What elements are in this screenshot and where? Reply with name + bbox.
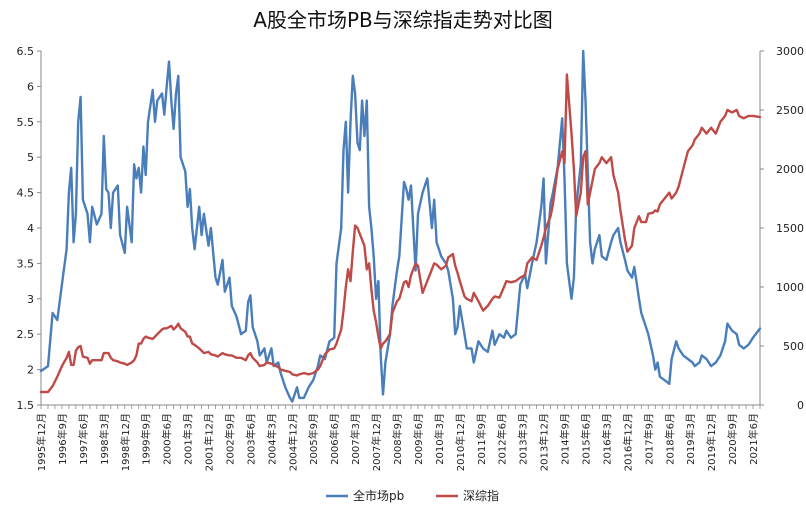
x-tick-label: 2014年9月 [559,413,572,465]
legend: 全市场pb 深综指 [326,488,499,503]
x-tick-label: 2010年3月 [433,413,446,465]
x-tick-label: 2003年6月 [244,413,257,465]
x-tick-label: 2002年9月 [223,413,236,465]
x-tick-label: 1998年12月 [119,413,132,471]
x-tick-label: 2004年3月 [265,413,278,465]
x-tick-label: 2004年12月 [286,413,299,471]
x-tick-label: 1995年12月 [35,413,48,471]
x-tick-label: 2013年3月 [517,413,530,465]
x-tick-label: 2010年12月 [454,413,467,471]
x-tick-label: 2021年6月 [747,413,760,465]
y-right-tick-label: 2500 [776,104,804,117]
x-tick-label: 1997年6月 [77,413,90,465]
x-tick-label: 2017年9月 [642,413,655,465]
series-lines [39,49,762,403]
y-right-tick-label: 2000 [776,163,804,176]
y-left-tick-label: 4.5 [17,187,35,200]
series-line-shenzhen-index [39,73,762,394]
x-tick-label: 2016年3月 [600,413,613,465]
series-line-market-pb [39,49,762,403]
axes: 1.5 2 2.5 3 3.5 4 4.5 5 5.5 6 6.5 0 500 1000 1500 2000 2… [17,45,805,471]
y-right-tick-label: 3000 [776,45,804,58]
y-left-tick-label: 6 [27,80,34,93]
y-right-tick-label: 500 [783,340,804,353]
x-tick-label: 2012年6月 [496,413,509,465]
y-right-tick-label: 0 [797,399,804,412]
x-tick-label: 2019年12月 [705,413,718,471]
y-left-tick-label: 1.5 [17,399,35,412]
x-tick-label: 2005年9月 [307,413,320,465]
y-right-tick-label: 1500 [776,222,804,235]
x-tick-label: 2009年6月 [412,413,425,465]
x-tick-label: 2001年3月 [182,413,195,465]
x-tick-label: 2020年9月 [726,413,739,465]
x-tick-label: 2000年6月 [161,413,174,465]
x-tick-label: 2019年3月 [684,413,697,465]
y-left-tick-label: 3.5 [17,257,35,270]
x-tick-label: 2007年3月 [349,413,362,465]
y-right-tick-label: 1000 [776,281,804,294]
y-left-tick-label: 4 [27,222,34,235]
x-tick-label: 1999年9月 [140,413,153,465]
legend-label: 深综指 [463,488,499,503]
x-tick-label: 2001年12月 [203,413,216,471]
y-left-tick-label: 2.5 [17,328,35,341]
y-left-tick-label: 5.5 [17,116,35,129]
x-tick-label: 1996年9月 [56,413,69,465]
y-left-tick-label: 3 [27,293,34,306]
y-left-tick-label: 6.5 [17,45,35,58]
x-tick-label: 2007年12月 [370,413,383,471]
legend-label: 全市场pb [353,488,404,503]
x-tick-label: 2016年12月 [621,413,634,471]
x-tick-label: 1998年3月 [98,413,111,465]
x-tick-label: 2015年6月 [579,413,592,465]
y-left-tick-label: 5 [27,151,34,164]
y-left-tick-label: 2 [27,364,34,377]
x-tick-label: 2018年6月 [663,413,676,465]
chart-title: A股全市场PB与深综指走势对比图 [253,8,552,32]
x-tick-label: 2006年6月 [328,413,341,465]
x-tick-label: 2008年9月 [391,413,404,465]
x-tick-label: 2011年9月 [475,413,488,465]
x-tick-label: 2013年12月 [538,413,551,471]
